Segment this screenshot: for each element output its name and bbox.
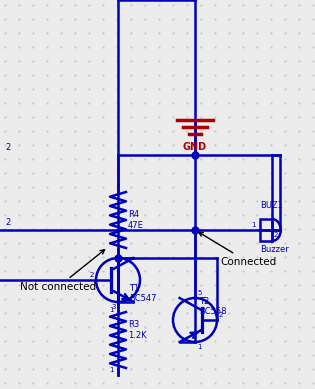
Text: 3: 3: [112, 304, 116, 310]
Text: R4
47E: R4 47E: [128, 210, 144, 230]
Text: 1: 1: [197, 344, 202, 350]
Text: Not connected: Not connected: [20, 250, 105, 292]
Text: 2: 2: [274, 232, 278, 238]
Text: BUZ1: BUZ1: [260, 201, 283, 210]
Text: 1: 1: [251, 222, 256, 228]
Text: R3
1.2K: R3 1.2K: [128, 320, 146, 340]
Text: 5: 5: [197, 290, 201, 296]
Bar: [260, 219, 272, 241]
Text: GND: GND: [183, 142, 207, 152]
Text: 1: 1: [110, 367, 114, 373]
Text: Connected: Connected: [199, 232, 276, 267]
Text: Buzzer: Buzzer: [260, 245, 289, 254]
Text: 2: 2: [90, 272, 94, 278]
Text: 1: 1: [110, 307, 114, 313]
Text: T2
BC558: T2 BC558: [199, 296, 227, 316]
Text: 2: 2: [219, 312, 223, 318]
Text: 2: 2: [5, 218, 10, 227]
Text: 2: 2: [5, 143, 10, 152]
Text: T1
BC547: T1 BC547: [129, 284, 157, 303]
